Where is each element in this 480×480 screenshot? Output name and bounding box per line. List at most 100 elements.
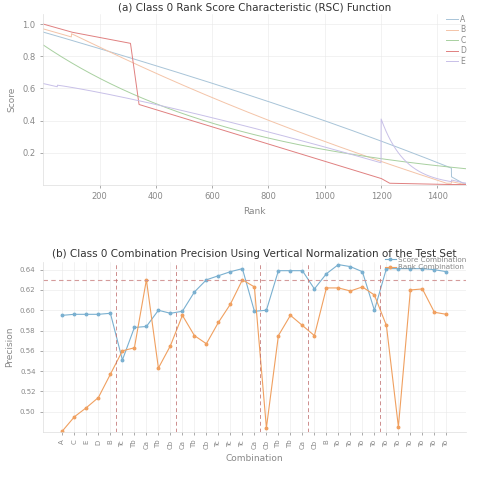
Rank Combination (168, 343, 173, 348)
A (460, 180, 466, 186)
D (463, 181, 468, 187)
E (203, 113, 208, 119)
D (89, 33, 95, 39)
B (455, 180, 460, 186)
Score Combination (144, 324, 149, 329)
E (455, 179, 460, 184)
D (409, 181, 415, 187)
Rank Combination (396, 424, 401, 430)
Line: E: E (44, 84, 466, 183)
Y-axis label: Precision: Precision (5, 326, 14, 367)
Score Combination (432, 267, 437, 273)
Score Combination (276, 268, 281, 274)
B (41, 26, 47, 32)
Rank Combination (72, 414, 77, 420)
X-axis label: Combination: Combination (226, 454, 283, 463)
Score Combination (72, 312, 77, 317)
E (114, 93, 120, 99)
Score Combination (60, 312, 65, 318)
Score Combination (384, 266, 389, 272)
Score Combination (372, 307, 377, 313)
Rank Combination (384, 323, 389, 328)
C (41, 42, 47, 48)
Rank Combination (156, 365, 161, 371)
Rank Combination (228, 301, 233, 307)
Rank Combination (324, 285, 329, 291)
Score Combination (396, 266, 401, 272)
Rank Combination (360, 284, 365, 290)
C (114, 84, 120, 90)
D (203, 122, 208, 128)
Score Combination (240, 266, 245, 272)
D (41, 21, 47, 27)
Score Combination (288, 268, 293, 274)
A (455, 177, 460, 183)
X-axis label: Rank: Rank (243, 207, 265, 216)
D (114, 38, 120, 44)
Rank Combination (60, 428, 65, 434)
A (203, 78, 208, 84)
Line: C: C (44, 45, 466, 168)
A (409, 150, 415, 156)
Score Combination (120, 357, 125, 363)
Title: (b) Class 0 Combination Precision Using Vertical Normalization of the Test Set: (b) Class 0 Combination Precision Using … (52, 250, 456, 259)
Rank Combination (348, 288, 353, 294)
C (463, 166, 468, 171)
B (459, 181, 465, 187)
Score Combination (336, 262, 341, 267)
D (455, 181, 460, 187)
A (89, 43, 95, 49)
Score Combination (360, 269, 365, 275)
Line: B: B (44, 29, 466, 184)
A (41, 29, 47, 35)
Rank Combination (300, 323, 305, 328)
Score Combination (420, 266, 425, 272)
B (114, 52, 120, 58)
A (221, 84, 227, 90)
Rank Combination (444, 312, 449, 317)
Y-axis label: Score: Score (8, 87, 17, 112)
Rank Combination (120, 348, 125, 354)
E (89, 88, 95, 94)
Score Combination (228, 269, 233, 275)
Rank Combination (312, 333, 317, 338)
Score Combination (204, 277, 209, 283)
Score Combination (408, 266, 413, 272)
C (221, 123, 227, 129)
Rank Combination (132, 345, 137, 351)
B (89, 40, 95, 46)
Rank Combination (252, 284, 257, 290)
A (463, 180, 468, 186)
Score Combination (444, 269, 449, 275)
B (463, 181, 468, 187)
Score Combination (264, 307, 269, 313)
Rank Combination (288, 312, 293, 318)
Score Combination (192, 289, 197, 295)
Rank Combination (84, 405, 89, 410)
Rank Combination (144, 277, 149, 283)
B (409, 169, 415, 175)
Score Combination (300, 268, 305, 274)
D (221, 127, 227, 133)
D (443, 181, 449, 187)
Rank Combination (180, 312, 185, 318)
Rank Combination (336, 285, 341, 291)
Score Combination (156, 307, 161, 313)
Score Combination (324, 271, 329, 276)
E (221, 118, 227, 123)
C (203, 118, 208, 124)
E (41, 81, 47, 86)
Rank Combination (108, 372, 113, 377)
Line: Rank Combination: Rank Combination (61, 278, 448, 432)
Title: (a) Class 0 Rank Score Characteristic (RSC) Function: (a) Class 0 Rank Score Characteristic (R… (118, 2, 391, 12)
E (409, 164, 415, 169)
C (409, 160, 415, 166)
E (463, 180, 468, 186)
Rank Combination (204, 341, 209, 347)
Rank Combination (264, 425, 269, 431)
Rank Combination (276, 333, 281, 338)
Legend: A, B, C, D, E: A, B, C, D, E (446, 15, 466, 66)
Legend: Score Combination, Rank Combination: Score Combination, Rank Combination (385, 257, 466, 270)
Line: A: A (44, 32, 466, 183)
Rank Combination (420, 286, 425, 292)
